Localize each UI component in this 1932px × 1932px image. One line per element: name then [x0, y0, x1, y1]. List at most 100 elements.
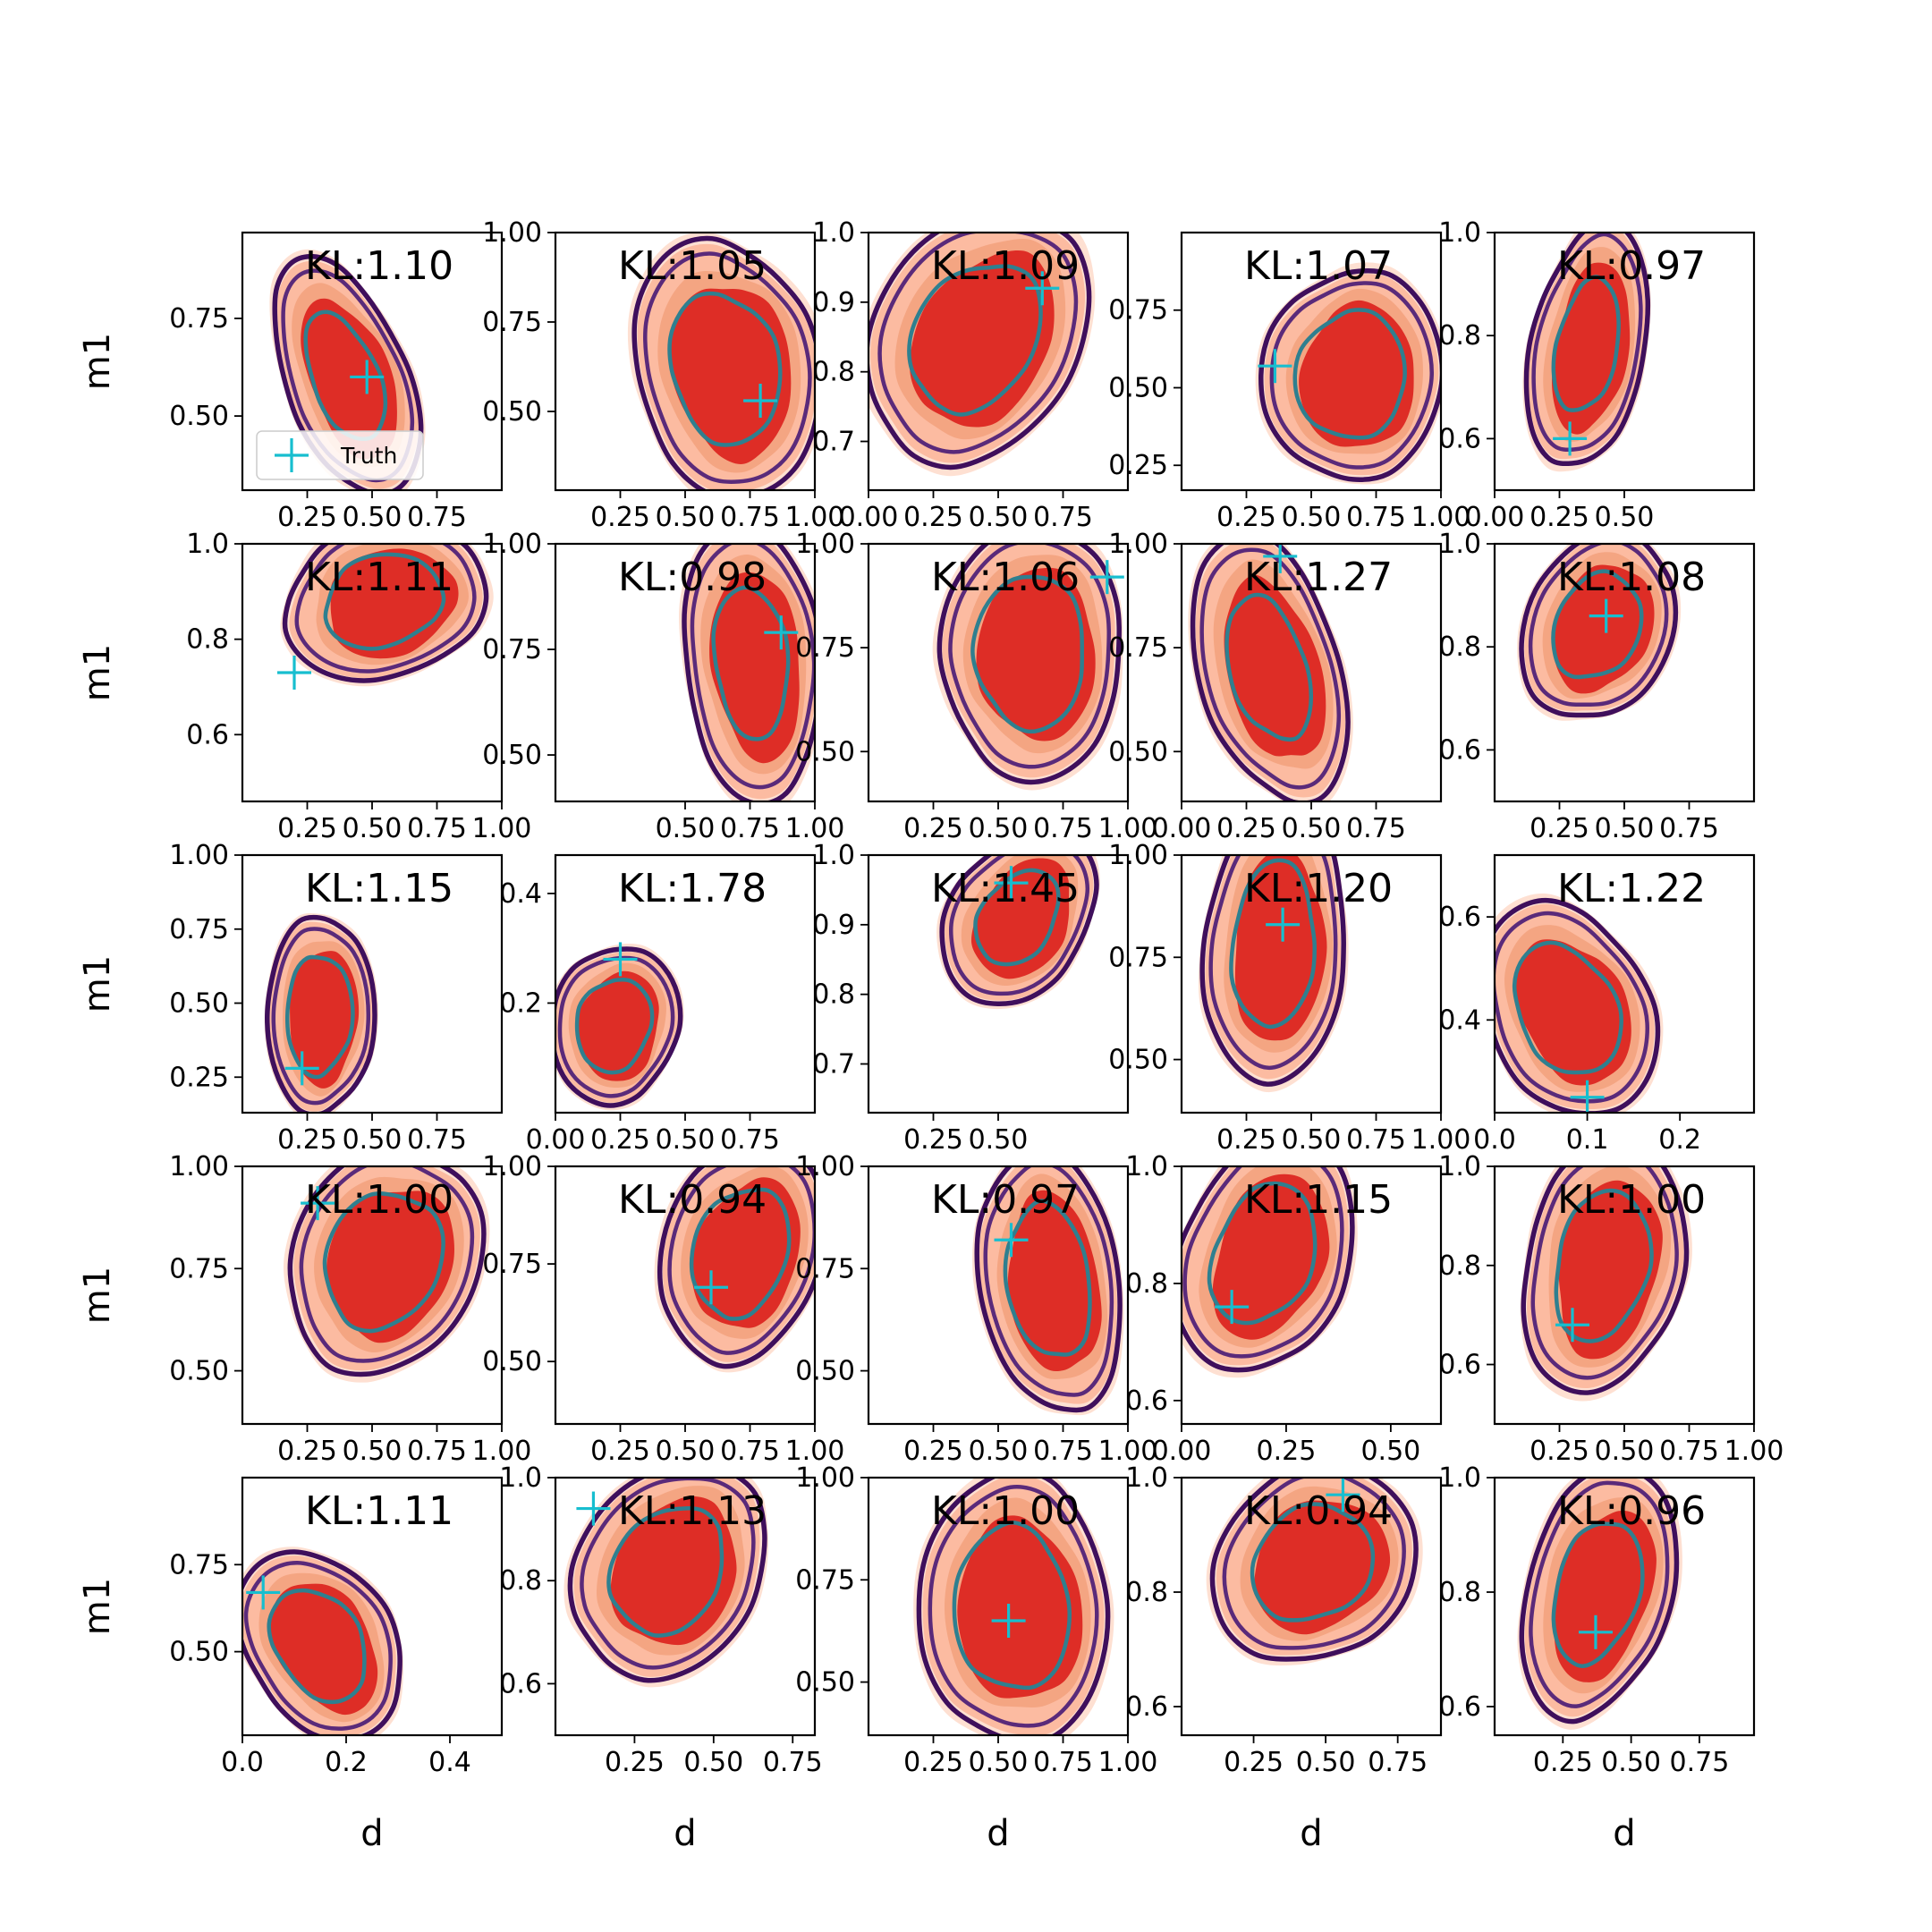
contour-line-outer — [936, 544, 1122, 785]
density-fill-dark — [1212, 1174, 1330, 1340]
kl-annotation: KL:0.97 — [931, 1177, 1080, 1223]
contour-line-mid — [983, 1166, 1114, 1397]
x-tick-label: 0.25 — [1224, 1747, 1284, 1778]
y-tick-label: 1.00 — [169, 840, 229, 871]
y-tick-label: 0.50 — [795, 736, 855, 767]
x-tick-label: 0.25 — [1530, 502, 1589, 533]
x-tick-label: 0.50 — [1595, 502, 1655, 533]
x-tick-label: 0.50 — [969, 1436, 1029, 1467]
density-fill-dark — [301, 298, 397, 460]
truth-marker — [1263, 544, 1298, 573]
density-fill-dark — [1553, 1510, 1657, 1682]
x-tick-label: 0.00 — [526, 1124, 586, 1156]
x-tick-label: 0.25 — [1533, 1747, 1593, 1778]
truth-marker — [576, 1491, 611, 1526]
x-tick-label: 1.00 — [785, 502, 845, 533]
axes-frame — [241, 1476, 504, 1737]
density-contours — [1188, 544, 1353, 801]
x-tick-label: 1.00 — [1411, 502, 1471, 533]
kl-annotation: KL:0.97 — [1557, 243, 1706, 289]
contour-line-mid — [1182, 1166, 1344, 1359]
density-contours — [869, 233, 1096, 477]
contour-line-mid — [643, 251, 812, 484]
truth-marker — [1326, 1478, 1360, 1513]
density-fill-dark — [670, 288, 792, 464]
y-axis-label: m1 — [77, 1267, 118, 1324]
contour-line-outer — [282, 544, 489, 683]
contour-line-inner — [1224, 592, 1314, 742]
truth-marker — [277, 656, 311, 690]
contour-line-mid — [667, 1166, 815, 1355]
axes-frame — [1493, 853, 1756, 1114]
x-tick-label: 0.75 — [407, 1436, 467, 1467]
x-axis-label: d — [360, 1813, 383, 1854]
kl-annotation: KL:1.00 — [305, 1177, 453, 1223]
contour-line-inner — [322, 1191, 445, 1334]
x-tick-label: 0.75 — [720, 1124, 780, 1156]
contour-line-mid — [948, 855, 1090, 996]
y-tick-label: 1.00 — [1108, 529, 1168, 560]
kl-annotation: KL:1.11 — [305, 555, 453, 600]
density-contours — [277, 544, 494, 690]
kl-annotation: KL:0.98 — [618, 555, 767, 600]
y-tick-label: 0.8 — [499, 1565, 542, 1597]
contour-line-outer — [916, 1478, 1111, 1735]
truth-marker — [994, 1223, 1029, 1258]
contour-line-inner — [970, 574, 1085, 734]
contour-line-outer — [567, 1478, 767, 1683]
x-tick-label: 0.25 — [277, 502, 337, 533]
contour-line-mid — [271, 927, 371, 1106]
x-tick-label: 0.25 — [1257, 1436, 1317, 1467]
density-contours — [555, 942, 684, 1111]
contour-line-outer — [939, 855, 1099, 1006]
y-tick-label: 1.00 — [795, 1151, 855, 1182]
density-contours — [932, 544, 1124, 791]
y-tick-label: 1.0 — [1438, 217, 1481, 249]
density-contours — [1522, 233, 1651, 472]
y-tick-label: 0.75 — [795, 632, 855, 664]
x-tick-label: 0.75 — [1670, 1747, 1730, 1778]
kl-annotation: KL:1.05 — [618, 243, 767, 289]
y-tick-label: 0.8 — [1438, 1250, 1481, 1282]
x-tick-label: 0.50 — [656, 502, 716, 533]
truth-marker — [743, 384, 778, 418]
contour-line-inner — [1512, 940, 1623, 1075]
y-tick-label: 0.75 — [169, 1253, 229, 1284]
kl-annotation: KL:1.11 — [305, 1488, 453, 1534]
x-tick-label: 0.50 — [343, 813, 402, 844]
y-tick-label: 0.75 — [482, 634, 542, 665]
truth-marker — [994, 866, 1029, 901]
x-tick-label: 0.00 — [1152, 813, 1212, 844]
x-tick-label: 0.50 — [1360, 1436, 1420, 1467]
y-tick-label: 0.7 — [812, 427, 855, 458]
y-axis-label: m1 — [77, 955, 118, 1013]
truth-marker — [1025, 271, 1060, 306]
y-tick-label: 0.8 — [186, 624, 229, 656]
y-tick-label: 0.8 — [1438, 1577, 1481, 1608]
density-contours — [284, 1166, 490, 1383]
contour-line-outer — [555, 946, 683, 1108]
contour-line-outer — [1258, 267, 1441, 482]
y-tick-label: 0.6 — [186, 719, 229, 750]
y-axis-label: m1 — [77, 644, 118, 701]
contour-line-outer — [1199, 855, 1346, 1087]
contour-line-outer — [1519, 1478, 1680, 1724]
legend-label: Truth — [340, 443, 397, 469]
panel-25: 0.25 0.50 0.75 0.6 0.8 1.0 KL:0.96 d — [1438, 1462, 1756, 1854]
y-tick-label: 0.9 — [812, 910, 855, 941]
truth-marker — [301, 1186, 335, 1221]
x-tick-label: 0.0 — [1473, 1124, 1516, 1156]
y-tick-label: 1.00 — [482, 1151, 542, 1182]
contour-line-inner — [267, 1588, 367, 1705]
x-tick-label: 0.75 — [720, 1436, 780, 1467]
kl-annotation: KL:1.45 — [931, 866, 1080, 911]
y-tick-label: 0.50 — [1108, 372, 1168, 403]
y-tick-label: 0.75 — [795, 1253, 855, 1284]
y-tick-label: 0.75 — [169, 1549, 229, 1580]
contour-line-inner — [1551, 275, 1621, 412]
kl-annotation: KL:1.15 — [305, 866, 453, 911]
contour-line-outer — [1182, 1166, 1355, 1373]
y-tick-label: 0.6 — [1438, 1350, 1481, 1381]
contour-line-inner — [1250, 1502, 1376, 1623]
